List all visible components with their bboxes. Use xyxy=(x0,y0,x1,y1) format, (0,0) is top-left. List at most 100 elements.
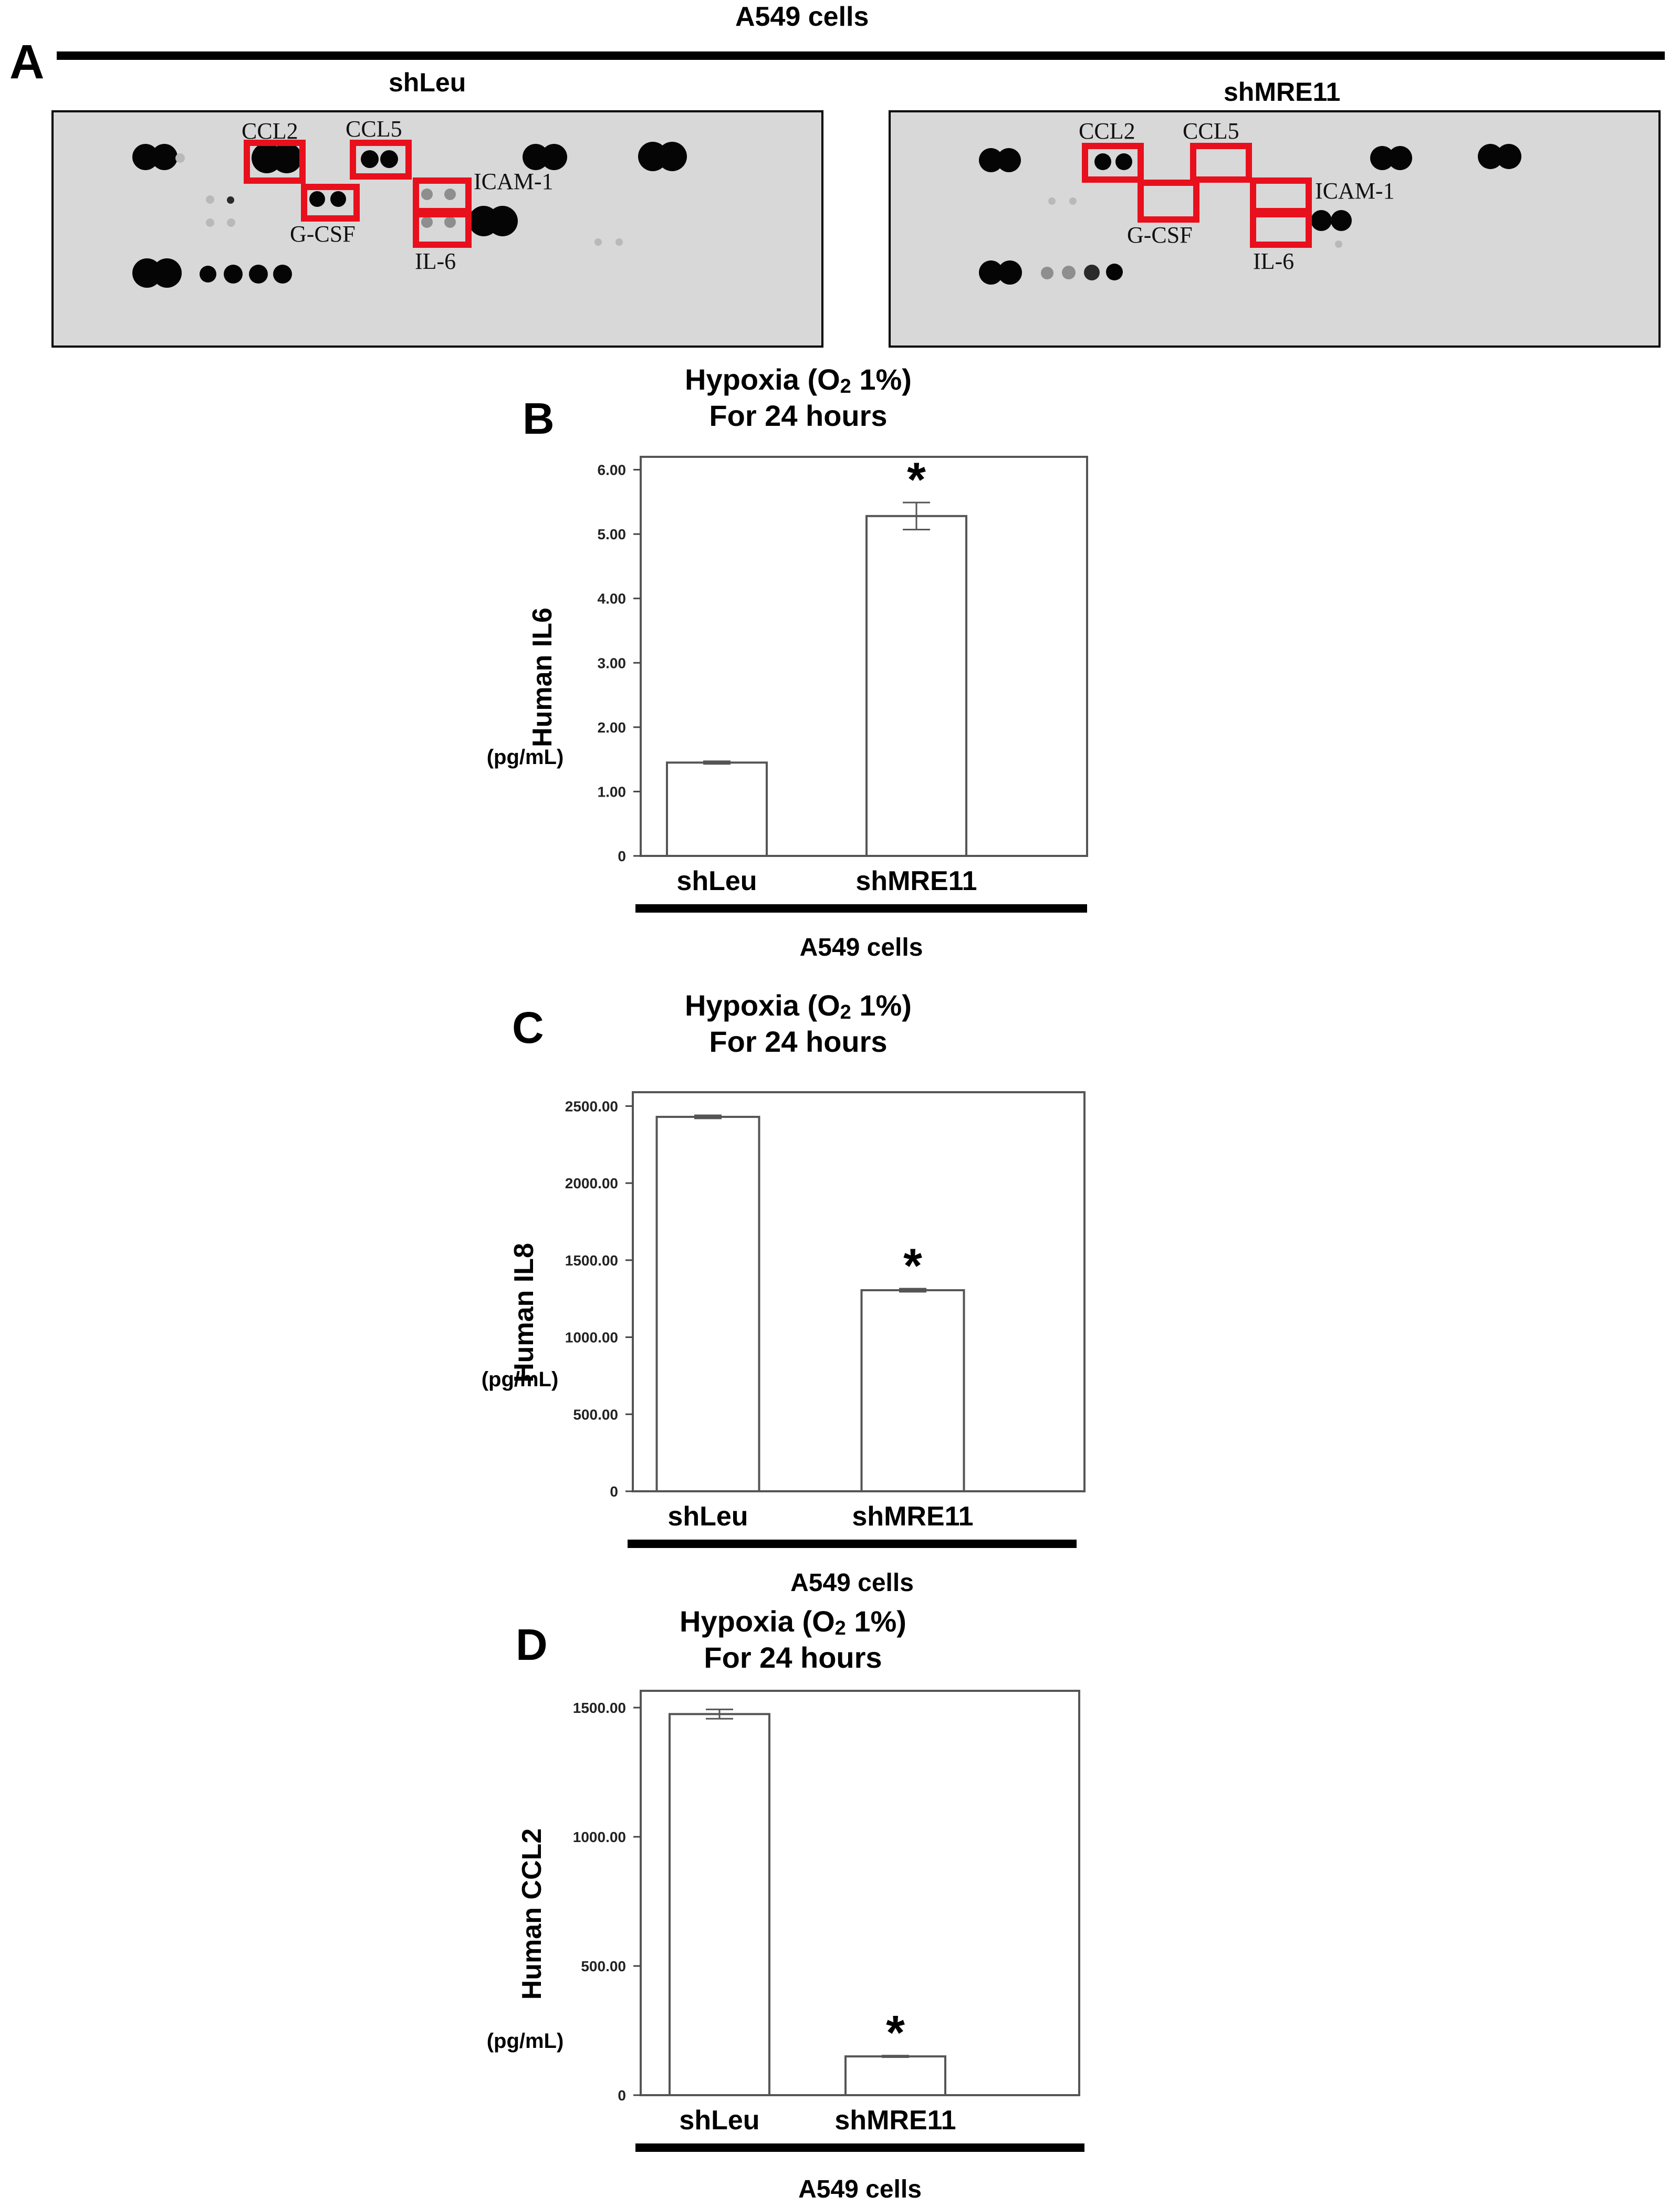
blot-spot xyxy=(273,265,292,284)
blot-spot xyxy=(249,265,268,284)
blot-label-ccl2: CCL2 xyxy=(1079,118,1135,144)
blot-image-shmre11: CCL2 CCL5 G-CSF ICAM-1 IL-6 xyxy=(889,110,1661,348)
blot-spot xyxy=(1094,153,1111,170)
x-category-label: shLeu xyxy=(667,1501,748,1532)
blot-spot xyxy=(541,144,567,170)
group-bar xyxy=(635,2143,1084,2152)
y-axis-label: Human IL6 xyxy=(527,608,558,747)
blot-spot xyxy=(1388,146,1412,170)
chart-b: 0 1.00 2.00 3.00 4.00 5.00 6.00 shLeu * shMRE11 A5… xyxy=(487,453,1088,961)
chart-title-d-sub: 2 xyxy=(834,1617,846,1639)
blot-spot xyxy=(200,266,216,283)
blot-spot xyxy=(1106,264,1123,280)
blot-spot xyxy=(421,189,433,200)
chart-title-d-line1-post: 1%) xyxy=(846,1605,906,1638)
bar xyxy=(669,1713,770,2097)
y-tick-label: 1500.00 xyxy=(573,1700,626,1716)
highlight-box-gcsf xyxy=(301,184,360,222)
blot-label-gcsf: G-CSF xyxy=(290,221,356,247)
chart-title-d-line2: For 24 hours xyxy=(704,1640,882,1674)
blot-spot xyxy=(658,142,687,171)
blot-spot xyxy=(1069,197,1077,205)
chart-title-c-line2: For 24 hours xyxy=(709,1024,888,1058)
blot-condition-shmre11: shMRE11 xyxy=(1224,77,1341,107)
blot-spot xyxy=(1041,267,1053,279)
highlight-box-il6 xyxy=(413,208,472,248)
panel-d-letter: D xyxy=(516,1620,548,1669)
y-tick-label: 1000.00 xyxy=(573,1829,626,1845)
x-category-label: shMRE11 xyxy=(855,866,977,896)
blot-label-il6: IL-6 xyxy=(415,248,456,274)
significance-marker: * xyxy=(886,2006,905,2060)
panel-c-letter: C xyxy=(512,1003,544,1052)
blot-spot xyxy=(594,238,602,246)
blot-spot xyxy=(421,216,433,228)
y-tick-label: 0 xyxy=(610,1483,618,1500)
plot-frame xyxy=(632,1091,1086,1492)
panel-a-title: A549 cells xyxy=(735,2,869,32)
y-axis-unit: (pg/mL) xyxy=(487,746,564,769)
x-category-label: shLeu xyxy=(676,866,757,896)
y-tick-label: 2.00 xyxy=(598,719,627,736)
y-tick-label: 6.00 xyxy=(598,462,627,478)
chart-d: 0 500.00 1000.00 1500.00 shLeu * shMRE11 A549 c… xyxy=(487,1690,1084,2203)
bar xyxy=(865,515,967,857)
blot-label-icam1: ICAM-1 xyxy=(474,169,554,194)
y-tick-label: 1.00 xyxy=(598,783,627,800)
blot-label-icam1: ICAM-1 xyxy=(1315,178,1395,204)
blot-label-ccl5: CCL5 xyxy=(346,116,402,142)
blot-spot xyxy=(1311,210,1332,231)
highlight-box-ccl5 xyxy=(1190,143,1252,183)
blot-spot xyxy=(998,260,1022,285)
blot-spot xyxy=(272,143,302,173)
blot-label-ccl5: CCL5 xyxy=(1183,118,1239,144)
y-axis-label: Human IL8 xyxy=(509,1243,539,1383)
y-tick-label: 5.00 xyxy=(598,526,627,542)
plot-frame xyxy=(640,456,1088,857)
y-tick-label: 2000.00 xyxy=(565,1175,618,1191)
group-label: A549 cells xyxy=(798,2175,922,2203)
significance-marker: * xyxy=(903,1239,922,1293)
highlight-box-ccl2 xyxy=(244,140,306,184)
blot-spot xyxy=(227,196,234,204)
chart-title-c-sub: 2 xyxy=(840,1001,851,1023)
y-tick-label: 500.00 xyxy=(573,1406,618,1422)
bar xyxy=(860,1289,965,1492)
x-category-label: shLeu xyxy=(679,2105,759,2136)
blot-spot xyxy=(309,191,325,207)
blot-spot xyxy=(361,150,379,168)
blot-spot xyxy=(206,218,214,227)
blot-spot xyxy=(1115,153,1132,170)
highlight-box-gcsf xyxy=(1138,180,1199,223)
blot-image-shleu: CCL2 CCL5 G-CSF ICAM-1 IL-6 xyxy=(51,110,823,348)
chart-c: 0 500.00 1000.00 1500.00 2000.00 2500.00 shLeu… xyxy=(482,1091,1086,1597)
y-tick-label: 2500.00 xyxy=(565,1098,618,1114)
blot-condition-shleu: shLeu xyxy=(389,68,466,97)
blot-spot xyxy=(380,150,398,168)
chart-title-b: Hypoxia (O2 1%) For 24 hours xyxy=(599,362,998,433)
blot-spot xyxy=(227,218,235,227)
chart-title-b-sub: 2 xyxy=(840,375,851,398)
y-tick-label: 1000.00 xyxy=(565,1330,618,1346)
y-tick-label: 0 xyxy=(618,2087,626,2104)
y-axis-unit: (pg/mL) xyxy=(482,1368,559,1391)
blot-spot xyxy=(444,189,456,200)
bar xyxy=(655,1115,760,1492)
blot-spot xyxy=(152,258,182,288)
blot-spot xyxy=(151,144,178,170)
chart-title-d-line1-pre: Hypoxia (O xyxy=(680,1605,835,1638)
highlight-box-ccl2 xyxy=(1082,143,1144,183)
group-bar xyxy=(635,904,1087,913)
blot-spot xyxy=(330,191,346,207)
blot-spot xyxy=(444,216,456,228)
y-axis-label: Human CCL2 xyxy=(517,1828,547,2000)
blot-spot xyxy=(997,148,1021,172)
blot-spot xyxy=(1048,197,1056,205)
x-category-label: shMRE11 xyxy=(852,1501,973,1532)
chart-title-c: Hypoxia (O2 1%) For 24 hours xyxy=(599,988,998,1059)
bar xyxy=(666,761,768,857)
panel-a-title-bar xyxy=(57,51,1665,60)
blot-spot xyxy=(487,206,518,236)
panel-b-letter: B xyxy=(523,394,555,443)
blot-spot xyxy=(1084,265,1100,280)
